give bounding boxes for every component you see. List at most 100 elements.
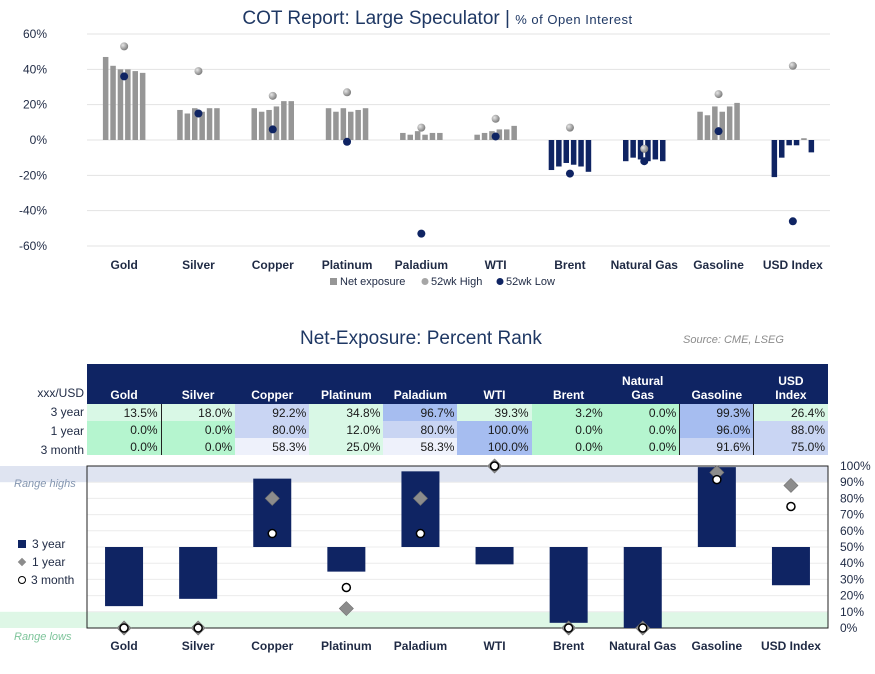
52wk-high-point-usd-index	[788, 61, 797, 70]
3-month-point-brent	[563, 623, 574, 633]
legend-52wk-high-label: 52wk High	[431, 276, 482, 288]
net-exposure-bar-usd-index	[771, 140, 778, 178]
52wk-low-point-usd-index	[788, 217, 797, 226]
legend-net-exposure-marker	[330, 278, 337, 285]
range-lows-band	[0, 611, 828, 628]
52wk-low-point-copper	[268, 125, 277, 134]
x-tick-label-silver: Silver	[182, 258, 215, 272]
net-exposure-bar-gasoline	[726, 106, 733, 140]
column-header-wti: WTI	[457, 364, 532, 404]
net-exposure-bar-platinum	[340, 108, 347, 140]
net-exposure-bar-silver	[177, 109, 183, 140]
net-exposure-bar-natural-gas	[623, 140, 629, 162]
net-exposure-bar-usd-index	[801, 138, 807, 140]
x-tick-label-gold: Gold	[110, 639, 137, 653]
x-tick-label-natural-gas: Natural Gas	[611, 258, 679, 272]
52wk-high-point-platinum	[343, 88, 352, 97]
net-exposure-bar-paladium	[414, 131, 421, 140]
column-header-paladium: Paladium	[383, 364, 458, 404]
net-exposure-bar-silver	[214, 108, 220, 140]
y-tick-label: 100%	[840, 459, 871, 473]
table-cell: 96.7%	[383, 404, 458, 421]
52wk-low-point-gold	[120, 72, 129, 81]
net-exposure-bar-platinum	[355, 109, 361, 140]
52wk-high-point-silver	[194, 67, 203, 76]
y-tick-label: 40%	[23, 62, 47, 76]
net-exposure-bar-silver	[192, 108, 198, 140]
52wk-low-point-wti	[491, 132, 500, 141]
table-cell: 13.5%	[87, 404, 162, 421]
net-exposure-bar-gold	[132, 71, 138, 140]
diamond-marker-icon	[17, 557, 27, 567]
x-tick-label-natural-gas: Natural Gas	[609, 639, 677, 653]
3-year-bar-brent	[549, 547, 588, 623]
range-highs-label: Range highs	[14, 478, 76, 490]
y-tick-label: 20%	[840, 589, 864, 603]
net-exposure-bar-brent	[585, 140, 592, 172]
net-exposure-bar-gasoline	[712, 106, 718, 140]
x-tick-label-brent: Brent	[554, 258, 585, 272]
52wk-low-point-paladium	[417, 229, 426, 238]
table-cell: 12.0%	[309, 421, 384, 438]
table-cell: 0.0%	[87, 421, 162, 438]
legend-3month-label: 3 month	[31, 573, 75, 587]
3-month-point-silver	[193, 623, 203, 633]
y-tick-label: 30%	[840, 572, 864, 586]
table-cell: 80.0%	[235, 421, 310, 438]
net-exposure-bar-wti	[496, 129, 503, 140]
column-header-silver: Silver	[161, 364, 236, 404]
net-exposure-bar-brent	[563, 140, 569, 163]
net-exposure-bar-gold	[117, 69, 124, 140]
net-exposure-bar-natural-gas	[630, 140, 636, 158]
net-exposure-bar-brent	[570, 140, 577, 165]
net-exposure-bar-gasoline	[697, 111, 703, 140]
net-exposure-bar-copper	[251, 108, 257, 140]
net-exposure-bar-gold	[102, 56, 109, 140]
square-marker-icon	[18, 540, 26, 548]
legend-net-exposure-label: Net exposure	[340, 276, 405, 288]
range-lows-label: Range lows	[14, 631, 72, 643]
y-tick-label: 50%	[840, 540, 864, 554]
3-year-bar-gold	[105, 547, 144, 607]
x-tick-label-wti: WTI	[484, 639, 506, 653]
cot-bar-chart: 60% 40% 20% 0% -20% -40% -60% Gold Silver Copper P…	[19, 27, 830, 288]
legend-1year: 1 year	[17, 555, 66, 569]
net-exposure-bar-brent	[578, 140, 584, 167]
table-cell: 58.3%	[235, 438, 310, 455]
legend-1year-label: 1 year	[32, 555, 66, 569]
net-exposure-bar-brent	[556, 140, 562, 167]
3-year-bar-wti	[475, 547, 514, 565]
3-month-point-copper	[267, 528, 277, 539]
column-header-brent: Brent	[531, 364, 606, 404]
row-label-1year: 1 year	[50, 424, 84, 438]
x-tick-label-platinum: Platinum	[322, 258, 373, 272]
net-exposure-bar-platinum	[325, 108, 332, 140]
52wk-high-point-brent	[565, 123, 574, 132]
percent-rank-chart: 100% 90% 80% 70% 60% 50% 40% 30% 20% 10% 0% Gold Sil…	[0, 458, 871, 653]
top-chart-title-main: COT Report: Large Speculator	[242, 8, 500, 29]
column-header-natural-gas: Natural Gas	[605, 364, 680, 404]
52wk-low-point-brent	[565, 169, 574, 178]
3-month-point-platinum	[341, 582, 352, 593]
net-exposure-bar-usd-index	[808, 140, 815, 153]
y-tick-label: 40%	[840, 556, 864, 570]
column-header-copper: Copper	[235, 364, 310, 404]
3-month-point-gold	[119, 623, 129, 633]
net-exposure-bar-gasoline	[719, 111, 725, 140]
x-tick-label-brent: Brent	[553, 639, 584, 653]
52wk-high-point-gold	[120, 42, 129, 51]
net-exposure-bar-usd-index	[793, 140, 800, 146]
net-exposure-bar-platinum	[348, 111, 354, 140]
top-chart-subtitle: % of Open Interest	[515, 12, 633, 27]
net-exposure-bar-gasoline	[734, 102, 740, 140]
table-cell: 3.2%	[531, 404, 606, 421]
table-cell: 100.0%	[457, 438, 532, 455]
table-cell: 18.0%	[160, 404, 236, 421]
y-tick-label: 60%	[23, 27, 47, 41]
1-year-point-gasoline	[709, 464, 725, 480]
net-exposure-bar-paladium	[407, 134, 413, 140]
x-tick-label-wti: WTI	[485, 258, 507, 272]
y-tick-label: 10%	[840, 605, 864, 619]
table-row: 13.5% 18.0% 92.2% 34.8% 96.7% 39.3% 3.2% 0.0% 99…	[87, 404, 828, 421]
net-exposure-bar-natural-gas	[652, 140, 659, 160]
